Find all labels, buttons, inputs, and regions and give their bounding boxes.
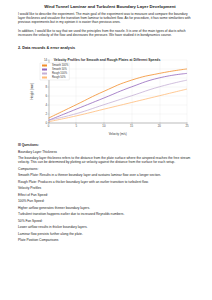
svg-text:10: 10 bbox=[102, 124, 106, 128]
svg-text:25: 25 bbox=[185, 124, 189, 128]
svg-text:6: 6 bbox=[45, 94, 47, 98]
html-text:Plate Position Comparisons: Plate Position Comparisons bbox=[18, 238, 59, 243]
svg-text:5: 5 bbox=[75, 124, 77, 128]
html-text:Velocity Profiles: Velocity Profiles bbox=[18, 186, 42, 191]
svg-text:Height (mm): Height (mm) bbox=[30, 83, 34, 100]
svg-text:20: 20 bbox=[158, 124, 162, 128]
html-text:In addition, I would like to s: In addition, I would like to say that we… bbox=[18, 29, 186, 38]
html-text:Higher airflow generates thinn: Higher airflow generates thinner boundar… bbox=[18, 205, 90, 210]
html-text:Effect of Fan Speed:: Effect of Fan Speed: bbox=[18, 192, 48, 197]
html-text:I would like to describe the e: I would like to describe the experiment.… bbox=[18, 12, 191, 25]
svg-text:Smooth 50%: Smooth 50% bbox=[52, 67, 68, 71]
svg-text:2: 2 bbox=[45, 112, 47, 116]
html-text:2. Data records & error analys: 2. Data records & error analysis bbox=[18, 46, 76, 50]
html-text:Comparisons:: Comparisons: bbox=[18, 166, 39, 171]
svg-text:0: 0 bbox=[45, 121, 47, 125]
svg-text:0: 0 bbox=[48, 124, 50, 128]
html-text:The boundary layer thickness r: The boundary layer thickness refers to t… bbox=[18, 156, 191, 165]
html-text:Wind Tunnel Laminar and Turbul: Wind Tunnel Laminar and Turbulent Bounda… bbox=[44, 4, 176, 9]
html-text:Boundary Layer Thickness: Boundary Layer Thickness bbox=[18, 149, 57, 154]
html-text:Rough Plate: Produces a thicke: Rough Plate: Produces a thicker boundary… bbox=[18, 179, 149, 184]
svg-text:Smooth 100%: Smooth 100% bbox=[52, 63, 69, 67]
svg-text:Rough 50%: Rough 50% bbox=[52, 75, 66, 79]
svg-text:Rough 100%: Rough 100% bbox=[52, 71, 68, 75]
svg-text:4: 4 bbox=[45, 103, 47, 107]
html-text:Turbulent transition happens e: Turbulent transition happens earlier due… bbox=[18, 212, 125, 217]
html-text:III Questions:: III Questions: bbox=[18, 143, 39, 147]
svg-text:Velocity (m/s): Velocity (m/s) bbox=[109, 132, 127, 136]
html-text:Smooth Plate: Results in a thi: Smooth Plate: Results in a thinner bound… bbox=[18, 173, 161, 178]
html-text:100% Fan Speed:: 100% Fan Speed: bbox=[18, 199, 45, 204]
html-text:Laminar flow persists further: Laminar flow persists further along the … bbox=[18, 231, 83, 236]
svg-text:14: 14 bbox=[44, 58, 48, 62]
svg-text:Velocity Profiles for Smooth a: Velocity Profiles for Smooth and Rough P… bbox=[54, 58, 161, 62]
svg-text:15: 15 bbox=[130, 124, 134, 128]
html-text:Lower airflow results in thick: Lower airflow results in thicker boundar… bbox=[18, 225, 88, 230]
svg-text:8: 8 bbox=[45, 85, 47, 89]
html-text:50% Fan Speed:: 50% Fan Speed: bbox=[18, 218, 43, 223]
